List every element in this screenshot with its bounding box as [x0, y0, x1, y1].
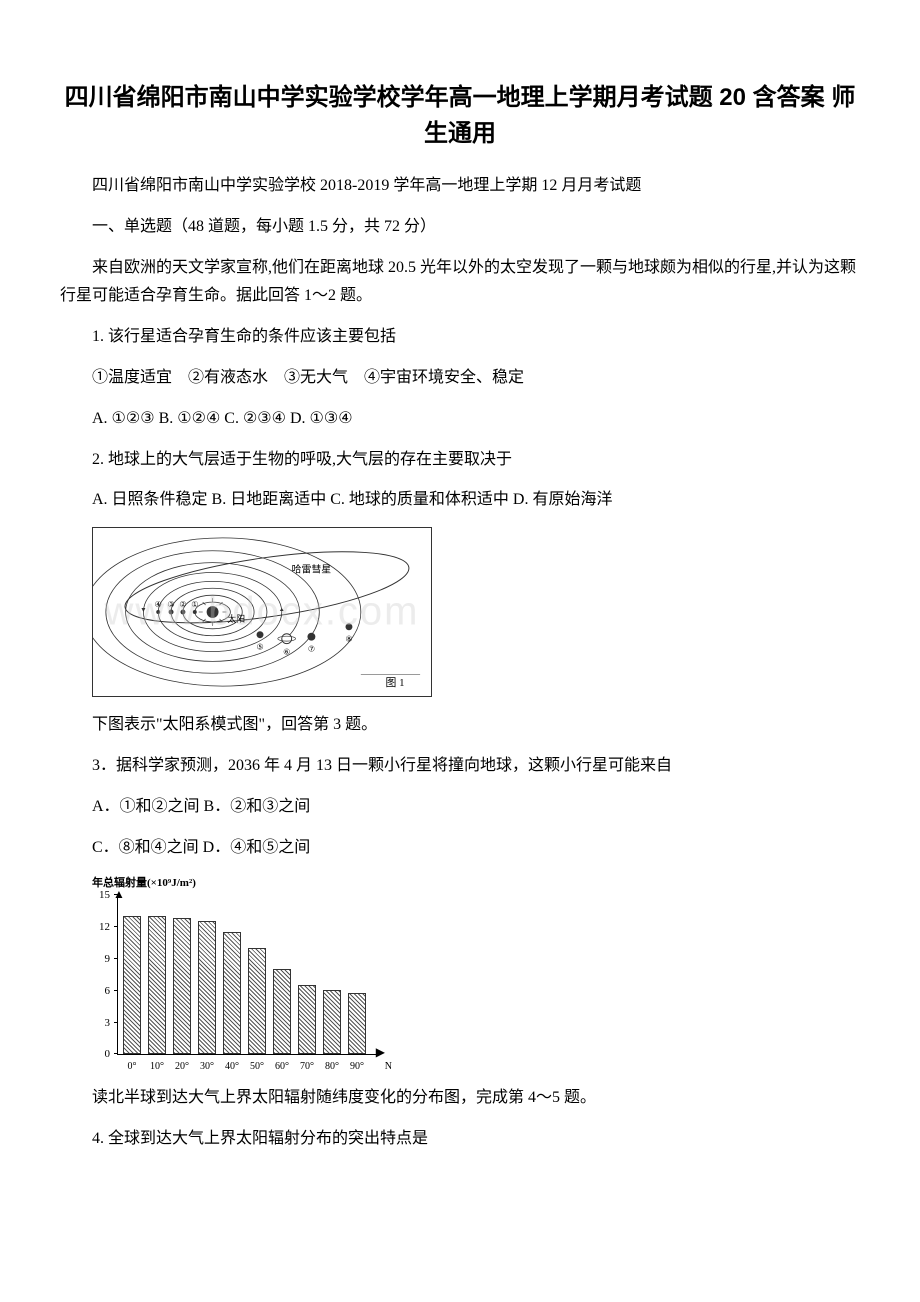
y-tick-label: 0: [105, 1048, 111, 1060]
bar: [273, 969, 291, 1054]
bar: [123, 916, 141, 1055]
y-tick-label: 12: [99, 921, 110, 933]
bar: [223, 932, 241, 1055]
x-axis-arrow: ▶: [376, 1045, 385, 1060]
x-axis-end-label: N: [385, 1061, 392, 1072]
svg-text:⑤: ⑤: [256, 643, 263, 652]
y-tick-label: 6: [105, 985, 111, 997]
svg-text:④: ④: [155, 600, 162, 609]
bar: [148, 916, 166, 1055]
bar: [348, 993, 366, 1055]
svg-text:②: ②: [179, 600, 186, 609]
subtitle-info: 四川省绵阳市南山中学实验学校 2018-2019 学年高一地理上学期 12 月月…: [60, 172, 860, 201]
question-4: 4. 全球到达大气上界太阳辐射分布的突出特点是: [60, 1125, 860, 1154]
sun-label: 太阳: [227, 613, 245, 624]
bar: [198, 921, 216, 1054]
bar: [323, 990, 341, 1054]
document-title: 四川省绵阳市南山中学实验学校学年高一地理上学期月考试题 20 含答案 师生通用: [60, 80, 860, 152]
question-1-choices: A. ①②③ B. ①②④ C. ②③④ D. ①③④: [60, 405, 860, 434]
x-tick-label: 40°: [223, 1061, 241, 1072]
diagram-caption: 下图表示"太阳系模式图"，回答第 3 题。: [60, 711, 860, 740]
x-tick-label: 70°: [298, 1061, 316, 1072]
radiation-chart: 年总辐射量(×10⁹J/m²) ▲ ▶ 03691215 0°10°20°30°…: [92, 874, 860, 1074]
question-3-choices-cd: C．⑧和④之间 D．④和⑤之间: [60, 834, 860, 863]
svg-text:⑥: ⑥: [283, 648, 290, 657]
question-3: 3．据科学家预测，2036 年 4 月 13 日一颗小行星将撞向地球，这颗小行星…: [60, 752, 860, 781]
svg-text:⑧: ⑧: [345, 635, 352, 644]
question-1-options: ①温度适宜 ②有液态水 ③无大气 ④宇宙环境安全、稳定: [60, 364, 860, 393]
chart-caption: 读北半球到达大气上界太阳辐射随纬度变化的分布图，完成第 4～5 题。: [60, 1084, 860, 1113]
x-tick-label: 50°: [248, 1061, 266, 1072]
x-tick-label: 80°: [323, 1061, 341, 1072]
x-tick-label: 90°: [348, 1061, 366, 1072]
svg-text:③: ③: [168, 600, 175, 609]
x-tick-label: 10°: [148, 1061, 166, 1072]
y-tick-label: 9: [105, 953, 111, 965]
bar: [298, 985, 316, 1054]
x-tick-label: 20°: [173, 1061, 191, 1072]
passage-1: 来自欧洲的天文学家宣称,他们在距离地球 20.5 光年以外的太空发现了一颗与地球…: [60, 254, 860, 312]
question-2-choices: A. 日照条件稳定 B. 日地距离适中 C. 地球的质量和体积适中 D. 有原始…: [60, 486, 860, 515]
y-tick-label: 15: [99, 889, 110, 901]
bar: [248, 948, 266, 1055]
y-tick-label: 3: [105, 1017, 111, 1029]
x-tick-label: 60°: [273, 1061, 291, 1072]
question-1: 1. 该行星适合孕育生命的条件应该主要包括: [60, 323, 860, 352]
svg-text:①: ①: [191, 600, 198, 609]
question-2: 2. 地球上的大气层适于生物的呼吸,大气层的存在主要取决于: [60, 446, 860, 475]
question-3-choices-ab: A．①和②之间 B．②和③之间: [60, 793, 860, 822]
solar-system-diagram: ① ② ③ ④ ⑤ ⑥ ⑦ ⑧ 太阳 哈雷彗星 图 1 www.bdocx.co…: [92, 527, 860, 701]
x-tick-label: 0°: [123, 1061, 141, 1072]
figure-label: 图 1: [386, 676, 405, 689]
bar: [173, 918, 191, 1055]
comet-label: 哈雷彗星: [292, 563, 332, 576]
section-header: 一、单选题（48 道题，每小题 1.5 分，共 72 分）: [60, 213, 860, 242]
chart-title: 年总辐射量(×10⁹J/m²): [92, 874, 382, 890]
x-tick-label: 30°: [198, 1061, 216, 1072]
svg-text:⑦: ⑦: [308, 645, 315, 654]
